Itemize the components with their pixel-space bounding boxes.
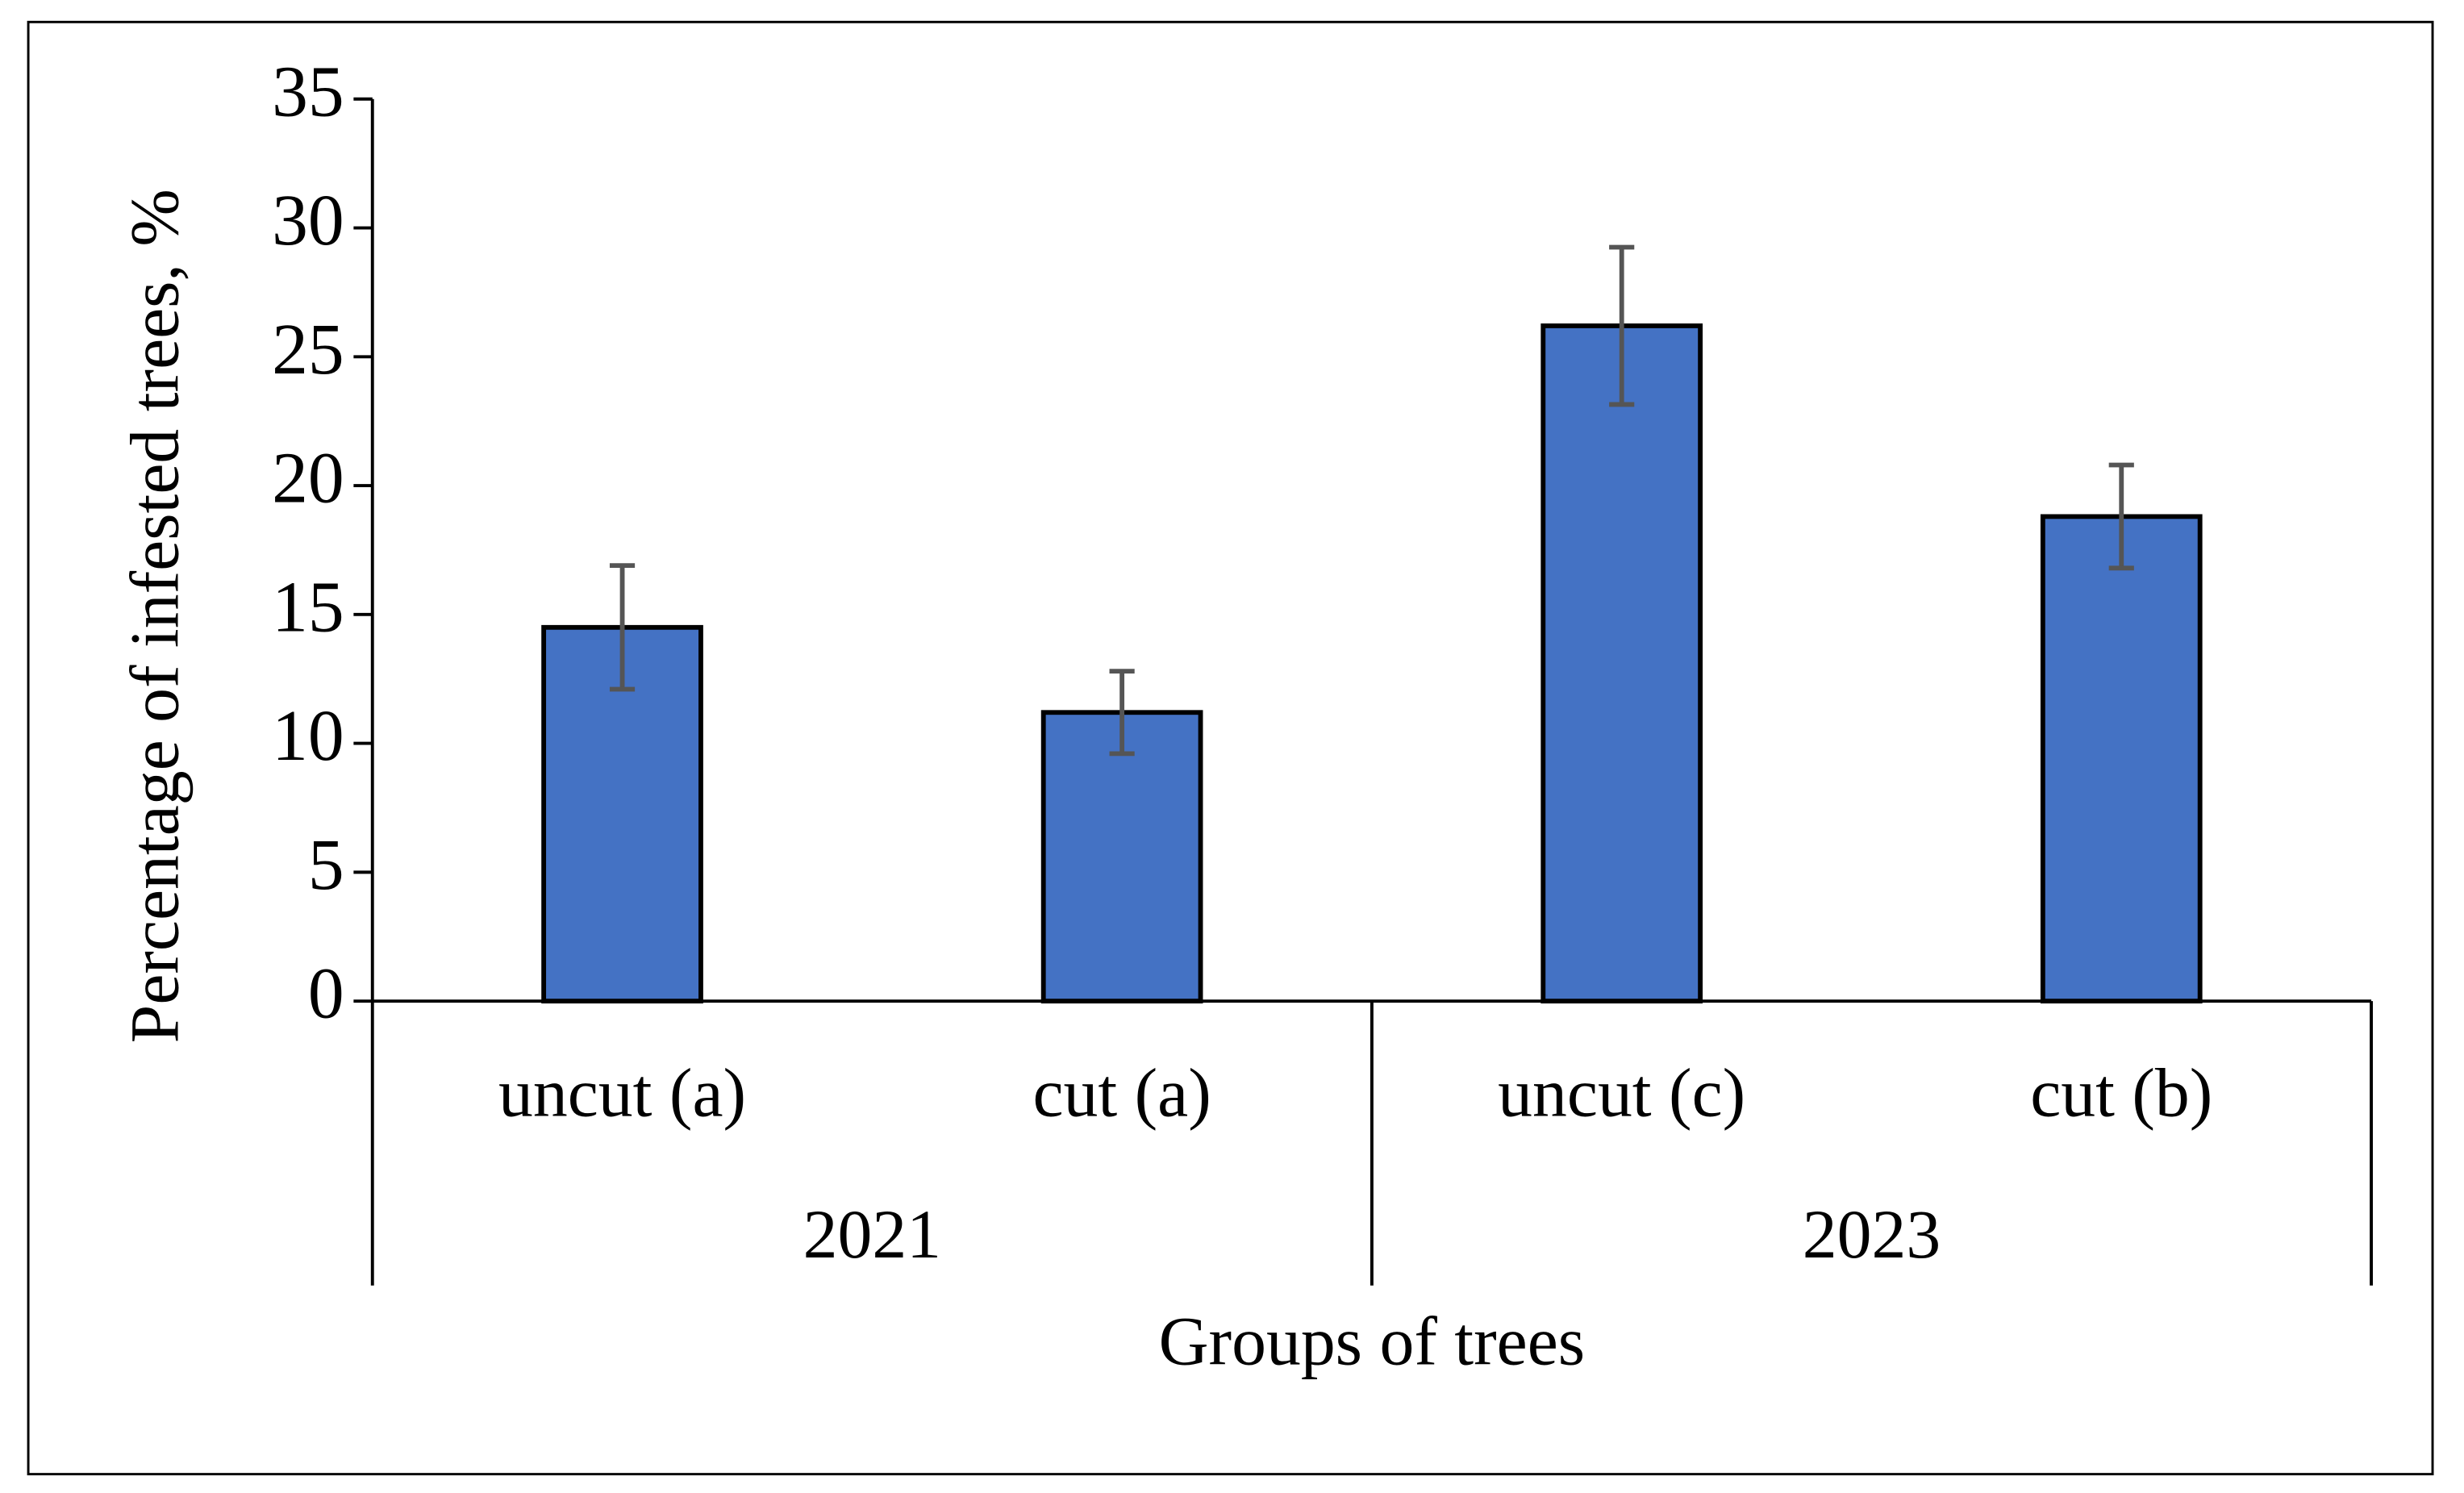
error-bar: [1109, 669, 1135, 757]
group-label: 2023: [1803, 1196, 1941, 1273]
bar: [1541, 323, 1703, 1004]
y-tick-label: 25: [272, 310, 344, 390]
chart-border: [27, 20, 2434, 1476]
y-tick-label: 20: [272, 439, 344, 519]
y-tick-label: 15: [272, 567, 344, 647]
x-tick-label: cut (a): [1032, 1055, 1211, 1132]
x-axis-title: Groups of trees: [1159, 1303, 1585, 1379]
group-label: 2021: [803, 1196, 941, 1273]
y-tick-label: 10: [272, 696, 344, 776]
x-tick-label: uncut (c): [1498, 1055, 1745, 1132]
y-tick-label: 0: [308, 954, 344, 1034]
error-bar: [609, 563, 636, 692]
y-tick-label: 30: [272, 181, 344, 261]
error-bar: [1609, 244, 1635, 407]
x-tick-label: uncut (a): [498, 1055, 746, 1132]
bar: [2040, 514, 2203, 1004]
y-tick-label: 5: [308, 825, 344, 905]
x-tick-label: cut (b): [2030, 1055, 2212, 1132]
error-bar: [2108, 462, 2134, 571]
y-axis-title: Percentage of infested trees, %: [116, 189, 193, 1043]
y-tick-label: 35: [272, 52, 344, 131]
